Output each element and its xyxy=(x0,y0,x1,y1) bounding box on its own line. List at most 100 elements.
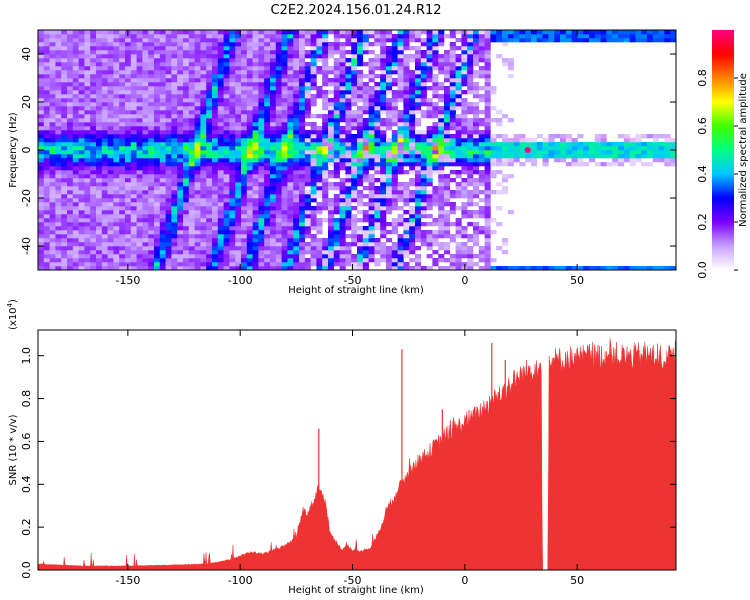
heatmap-cell xyxy=(455,206,462,211)
heatmap-cell xyxy=(623,154,630,159)
heatmap-cell xyxy=(84,82,91,87)
heatmap-cell xyxy=(206,198,213,203)
heatmap-cell xyxy=(270,174,277,179)
heatmap-cell xyxy=(43,162,50,167)
heatmap-cell xyxy=(119,190,126,195)
heatmap-cell xyxy=(432,102,439,107)
heatmap-cell xyxy=(200,42,207,47)
heatmap-cell xyxy=(183,186,190,191)
heatmap-cell xyxy=(212,190,219,195)
heatmap-cell xyxy=(101,46,108,51)
heatmap-cell xyxy=(444,138,451,143)
heatmap-cell xyxy=(38,58,45,63)
y-tick-label: 1.0 xyxy=(20,347,33,365)
heatmap-cell xyxy=(200,182,207,187)
heatmap-cell xyxy=(246,38,253,43)
heatmap-cell xyxy=(183,106,190,111)
heatmap-cell xyxy=(188,82,195,87)
heatmap-cell xyxy=(374,194,381,199)
heatmap-cell xyxy=(281,50,288,55)
heatmap-cell xyxy=(386,250,393,255)
heatmap-cell xyxy=(229,54,236,59)
heatmap-cell xyxy=(96,214,103,219)
heatmap-cell xyxy=(438,106,445,111)
heatmap-cell xyxy=(270,266,277,271)
heatmap-cell xyxy=(455,70,462,75)
heatmap-cell xyxy=(316,126,323,131)
heatmap-cell xyxy=(467,178,474,183)
heatmap-cell xyxy=(420,158,427,163)
heatmap-cell xyxy=(113,38,120,43)
heatmap-cell xyxy=(345,262,352,267)
heatmap-cell xyxy=(328,78,335,83)
heatmap-cell xyxy=(380,250,387,255)
heatmap-cell xyxy=(345,42,352,47)
heatmap-cell xyxy=(229,230,236,235)
heatmap-cell xyxy=(130,78,137,83)
heatmap-cell xyxy=(304,154,311,159)
heatmap-cell xyxy=(357,182,364,187)
heatmap-cell xyxy=(496,134,503,139)
heatmap-cell xyxy=(623,158,630,163)
heatmap-cell xyxy=(183,158,190,163)
heatmap-cell xyxy=(223,62,230,67)
heatmap-cell xyxy=(368,154,375,159)
heatmap-cell xyxy=(316,150,323,155)
heatmap-cell xyxy=(217,162,224,167)
heatmap-cell xyxy=(507,158,514,163)
heatmap-cell xyxy=(165,114,172,119)
heatmap-cell xyxy=(333,230,340,235)
heatmap-cell xyxy=(310,42,317,47)
heatmap-cell xyxy=(67,130,74,135)
heatmap-cell xyxy=(61,82,68,87)
heatmap-cell xyxy=(490,170,497,175)
heatmap-cell xyxy=(107,126,114,131)
heatmap-cell xyxy=(536,134,543,139)
heatmap-cell xyxy=(316,226,323,231)
heatmap-cell xyxy=(467,154,474,159)
heatmap-cell xyxy=(264,254,271,259)
heatmap-cell xyxy=(333,138,340,143)
heatmap-cell xyxy=(107,238,114,243)
heatmap-cell xyxy=(49,226,56,231)
heatmap-cell xyxy=(130,134,137,139)
heatmap-cell xyxy=(455,58,462,63)
heatmap-cell xyxy=(183,138,190,143)
heatmap-cell xyxy=(444,186,451,191)
heatmap-cell xyxy=(61,198,68,203)
heatmap-cell xyxy=(165,110,172,115)
heatmap-cell xyxy=(484,162,491,167)
heatmap-cell xyxy=(223,150,230,155)
heatmap-cell xyxy=(49,166,56,171)
heatmap-cell xyxy=(212,262,219,267)
heatmap-cell xyxy=(246,86,253,91)
heatmap-cell xyxy=(380,226,387,231)
heatmap-cell xyxy=(38,30,45,35)
heatmap-cell xyxy=(55,226,62,231)
heatmap-cell xyxy=(113,74,120,79)
heatmap-cell xyxy=(200,262,207,267)
heatmap-cell xyxy=(258,218,265,223)
heatmap-cell xyxy=(206,150,213,155)
heatmap-cell xyxy=(275,150,282,155)
heatmap-cell xyxy=(380,54,387,59)
heatmap-cell xyxy=(223,262,230,267)
heatmap-cell xyxy=(43,154,50,159)
heatmap-cell xyxy=(241,82,248,87)
heatmap-cell xyxy=(142,258,149,263)
heatmap-cell xyxy=(571,38,578,43)
heatmap-cell xyxy=(310,86,317,91)
heatmap-cell xyxy=(241,242,248,247)
heatmap-cell xyxy=(415,74,422,79)
heatmap-cell xyxy=(635,150,642,155)
heatmap-cell xyxy=(223,250,230,255)
heatmap-cell xyxy=(78,210,85,215)
heatmap-cell xyxy=(212,210,219,215)
heatmap-cell xyxy=(212,242,219,247)
heatmap-cell xyxy=(299,94,306,99)
heatmap-cell xyxy=(293,226,300,231)
heatmap-cell xyxy=(200,50,207,55)
heatmap-cell xyxy=(148,118,155,123)
heatmap-cell xyxy=(600,134,607,139)
heatmap-cell xyxy=(223,266,230,271)
